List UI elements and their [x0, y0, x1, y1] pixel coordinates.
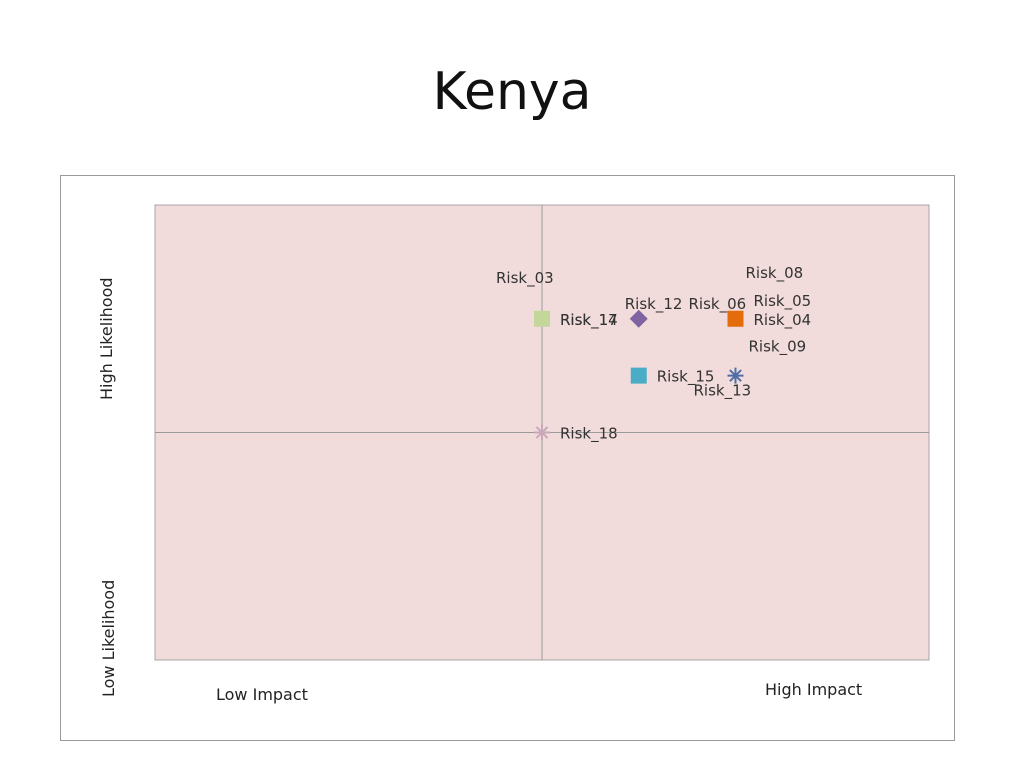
x-axis-low-label: Low Impact [216, 685, 308, 704]
marker-risk-03 [534, 310, 550, 327]
label-risk-05: Risk_05 [754, 292, 812, 311]
label-risk-17: Risk_17 [560, 311, 618, 330]
y-axis-high-label: High Likelihood [97, 277, 116, 400]
markers-layer [534, 309, 744, 441]
label-risk-08: Risk_08 [746, 264, 804, 283]
label-risk-04: Risk_04 [754, 311, 812, 330]
label-risk-13: Risk_13 [694, 382, 752, 401]
marker-risk-12 [629, 309, 648, 328]
label-risk-06: Risk_06 [689, 295, 747, 314]
slide-title: Kenya [432, 62, 592, 122]
x-axis-high-label: High Impact [765, 680, 862, 699]
y-axis-low-label: Low Likelihood [99, 580, 118, 697]
label-risk-03: Risk_03 [496, 269, 554, 288]
marker-risk-15 [630, 367, 647, 384]
label-risk-18: Risk_18 [560, 425, 618, 444]
label-risk-09: Risk_09 [749, 338, 807, 357]
label-risk-12: Risk_12 [625, 295, 683, 314]
marker-risk-08 [727, 310, 744, 327]
marker-risk-09 [727, 367, 744, 384]
label-risk-14: Risk_14 [560, 311, 618, 330]
marker-risk-18 [534, 424, 550, 441]
label-risk-15: Risk_15 [657, 368, 715, 387]
